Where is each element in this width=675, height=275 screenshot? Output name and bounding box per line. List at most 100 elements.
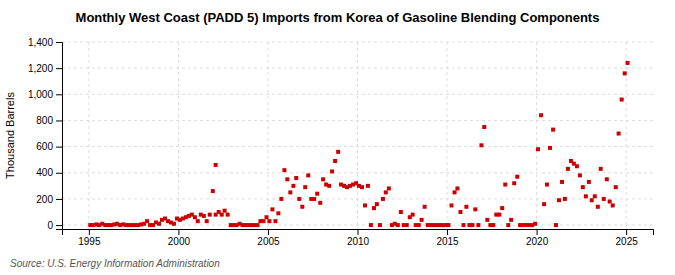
point [202,214,206,218]
point [318,201,322,205]
tick-mark [537,229,538,235]
point [327,184,331,188]
tick-mark [56,225,62,226]
grid-line [62,94,653,95]
grid-line [88,42,89,229]
point [563,197,567,201]
point [506,223,510,227]
tick-label: 1,400 [28,37,53,48]
point [617,132,621,136]
tick: 2020 [526,229,549,247]
point [578,173,582,177]
point [172,222,176,226]
point [282,168,286,172]
point [593,194,597,198]
chart: 1995200020052010201520202025020040060080… [0,0,675,275]
tick: 800 [36,115,62,126]
tick-mark [56,68,62,69]
grid-line [536,42,537,229]
point [315,192,319,196]
point [539,113,543,117]
point [482,125,486,129]
point [270,207,274,211]
point [581,185,585,189]
tick: 1995 [78,229,101,247]
tick: 2005 [257,229,280,247]
tick-label: 2020 [526,236,549,247]
point [306,173,310,177]
point [479,143,483,147]
grid-line [357,42,358,229]
point [261,219,265,223]
tick: 1,400 [28,37,62,48]
points [88,61,629,227]
tick-label: 400 [36,167,53,178]
point [288,190,292,194]
point [462,223,466,227]
point [551,128,555,132]
point [453,190,457,194]
point [542,202,546,206]
point [294,176,298,180]
tick: 2000 [168,229,191,247]
point [145,219,149,223]
point [321,177,325,181]
tick-mark [358,229,359,235]
point [276,211,280,215]
point [396,223,400,227]
point [560,180,564,184]
point [533,222,537,226]
point [503,183,507,187]
point [273,219,277,223]
tick-label: 1995 [78,236,101,247]
point [196,219,200,223]
point [575,164,579,168]
point [554,223,558,227]
tick-mark [447,229,448,235]
tick-label: 800 [36,115,53,126]
tick-label: 1,000 [28,89,53,100]
tick: 2010 [347,229,370,247]
tick-mark [56,199,62,200]
point [602,197,606,201]
point [590,198,594,202]
point [450,203,454,207]
point [417,223,421,227]
point [220,213,224,217]
y-axis: 02004006008001,0001,2001,400 [28,37,63,231]
point [470,223,474,227]
point [381,197,385,201]
point [336,150,340,154]
tick-mark [56,147,62,148]
point [548,146,552,150]
point [366,184,370,188]
point [375,202,379,206]
grid-line [626,42,627,229]
point [303,185,307,189]
point [387,186,391,190]
grid-line [178,42,179,229]
title: Monthly West Coast (PADD 5) Imports from… [76,10,600,25]
point [623,71,627,75]
point [491,223,495,227]
point [473,207,477,211]
point [372,206,376,210]
axis-line [56,43,63,230]
point [545,183,549,187]
y-axis-label: Thousand Barrels [4,92,16,179]
tick-mark [56,42,62,43]
point [384,190,388,194]
point [587,180,591,184]
point [378,223,382,227]
tick: 2015 [436,229,459,247]
tick-label: 2010 [347,236,370,247]
point [208,213,212,217]
point [620,98,624,102]
plot: 1995200020052010201520202025020040060080… [28,37,654,247]
point [363,203,367,207]
point [333,159,337,163]
point [605,177,609,181]
point [214,163,218,167]
tick-mark [178,229,179,235]
point [614,185,618,189]
